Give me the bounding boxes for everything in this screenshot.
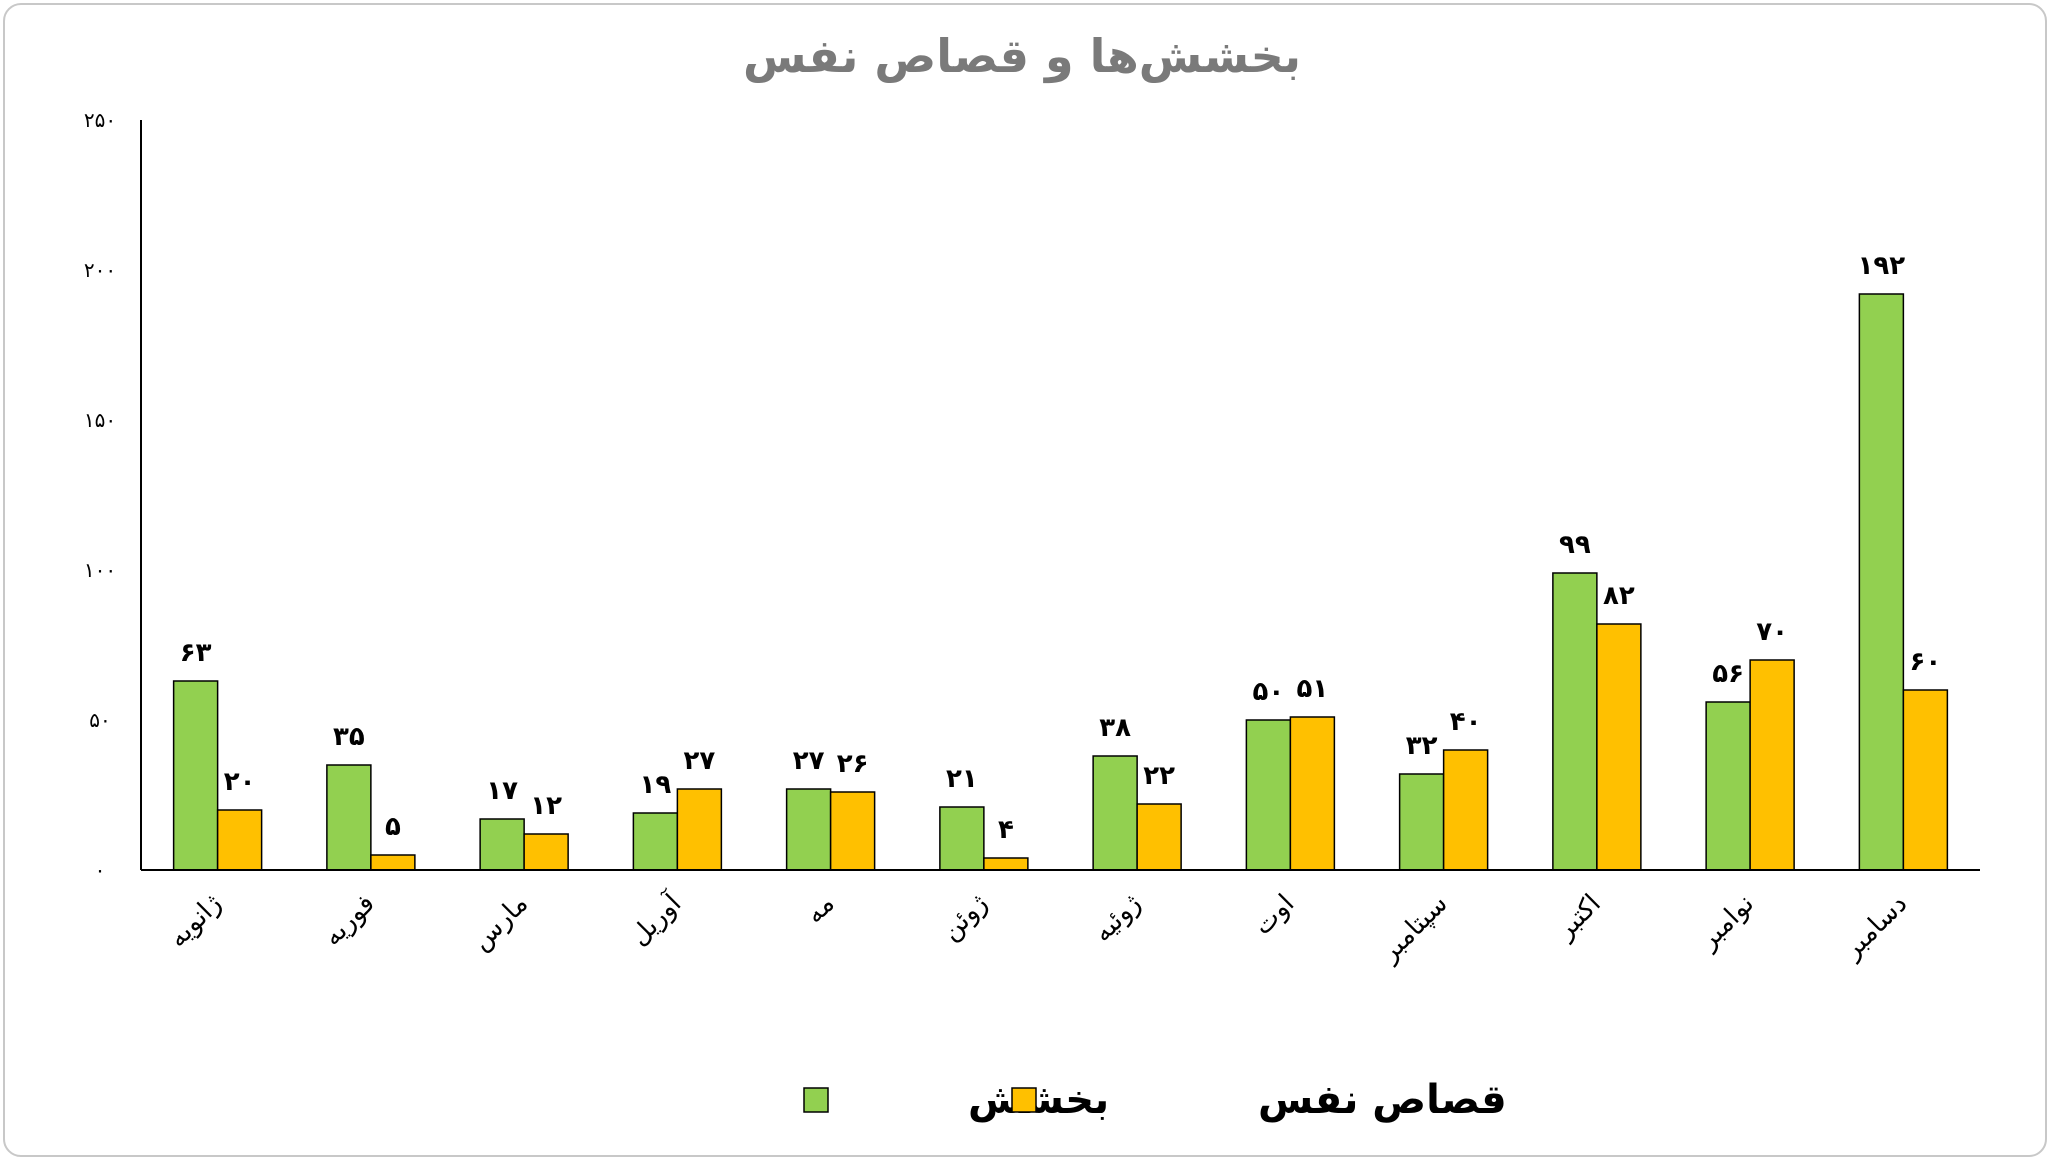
category-label: اکتبر — [1549, 889, 1607, 947]
data-label: ۲۱ — [946, 764, 978, 794]
data-label: ۱۲ — [530, 791, 562, 821]
y-axis-ticks: ۰ ۵۰ ۱۰۰ ۱۵۰ ۲۰۰ ۲۵۰ — [84, 108, 116, 882]
bar-series-0 — [1398, 773, 1445, 871]
y-tick-label: ۱۰۰ — [84, 558, 116, 582]
bar-series-1 — [829, 791, 876, 871]
data-label: ۴۰ — [1450, 707, 1482, 737]
category-label: دسامبر — [1836, 889, 1913, 966]
legend-label: بخشش — [968, 1077, 1109, 1123]
legend-label: قصاص نفس — [1258, 1077, 1507, 1123]
data-label: ۳۲ — [1406, 731, 1438, 761]
bar-series-1 — [1442, 749, 1489, 871]
bar-series-1 — [370, 854, 416, 871]
data-label: ۲۷ — [793, 746, 825, 776]
y-tick-label: ۲۵۰ — [84, 108, 116, 132]
data-label: ۵۱ — [1297, 674, 1329, 704]
bar-series-0 — [632, 812, 679, 871]
bar-series-0 — [785, 788, 832, 871]
legend: بخشش قصاص نفس — [803, 1077, 1507, 1123]
bar-series-1 — [1289, 716, 1336, 871]
category-label: سپتامبر — [1373, 889, 1453, 969]
y-tick-label: ۵۰ — [89, 708, 110, 732]
bar-series-1 — [1596, 623, 1642, 871]
bar-series-0 — [172, 680, 219, 871]
bar-series-0 — [1858, 293, 1905, 871]
category-label: مه — [800, 889, 841, 930]
data-label: ۲۷ — [684, 746, 716, 776]
bar-series-0 — [479, 818, 525, 871]
bar-series-1 — [1902, 689, 1949, 871]
data-label: ۵۶ — [1712, 659, 1744, 689]
data-label: ۷۰ — [1756, 617, 1788, 647]
data-label: ۱۹۲ — [1858, 251, 1906, 281]
bar-series-0 — [1092, 755, 1138, 871]
legend-swatch — [1011, 1087, 1037, 1113]
category-label: فوریه — [317, 889, 380, 952]
y-tick-label: ۲۰۰ — [84, 258, 116, 282]
data-label: ۱۹ — [640, 770, 672, 800]
data-label: ۵۰ — [1253, 677, 1285, 707]
data-label: ۶۰ — [1910, 647, 1942, 677]
category-labels-layer: ژانویه فوریه مارس آوریل مه ژوئن ژوئیه اوت سپتامب… — [163, 886, 1914, 969]
bar-series-1 — [676, 788, 723, 871]
data-label: ۵ — [385, 812, 401, 842]
data-label: ۸۲ — [1603, 581, 1635, 611]
category-label: مارس — [466, 889, 534, 957]
bar-series-0 — [1552, 572, 1598, 871]
bar-series-0 — [1245, 719, 1292, 871]
bar-series-1 — [523, 833, 569, 871]
y-tick-label: ۰ — [95, 858, 106, 882]
legend-swatch — [803, 1087, 829, 1113]
bar-series-1 — [983, 857, 1029, 871]
data-label: ۳۵ — [333, 722, 365, 752]
data-labels-layer: ۶۳ ۲۰ ۳۵ ۵ ۱۷ ۱۲ ۱۹ ۲۷ ۲۷ ۲۶ ۲۱ ۴ ۳۸ ۲۲ ۵۰ ۵۱ ۳۲ ۴۰ ۹۹ ۸۲ ۵۶… — [180, 251, 1942, 845]
data-label: ۴ — [998, 815, 1014, 845]
data-label: ۶۳ — [180, 638, 212, 668]
category-label: ژانویه — [163, 889, 228, 954]
category-label: ژوئیه — [1088, 889, 1147, 948]
bar-series-1 — [1749, 659, 1795, 871]
bar-series-0 — [939, 806, 985, 871]
bar-series-1 — [216, 809, 263, 871]
category-label: آوریل — [623, 886, 689, 952]
category-label: نوامبر — [1692, 889, 1760, 957]
data-label: ۱۷ — [486, 776, 518, 806]
data-label: ۳۸ — [1099, 713, 1131, 743]
bar-series-0 — [1705, 701, 1751, 871]
y-tick-label: ۱۵۰ — [84, 408, 116, 432]
category-label: اوت — [1248, 889, 1301, 942]
data-label: ۲۰ — [224, 767, 256, 797]
chart-frame — [3, 3, 2047, 1157]
data-label: ۲۶ — [837, 749, 869, 779]
bars-layer — [172, 293, 1949, 871]
data-label: ۹۹ — [1559, 530, 1591, 560]
chart-title: بخشش‌ها و قصاص نفس — [743, 29, 1301, 83]
category-label: ژوئن — [936, 889, 994, 947]
bar-series-1 — [1136, 803, 1182, 871]
data-label: ۲۲ — [1143, 761, 1175, 791]
bar-series-0 — [326, 764, 372, 871]
